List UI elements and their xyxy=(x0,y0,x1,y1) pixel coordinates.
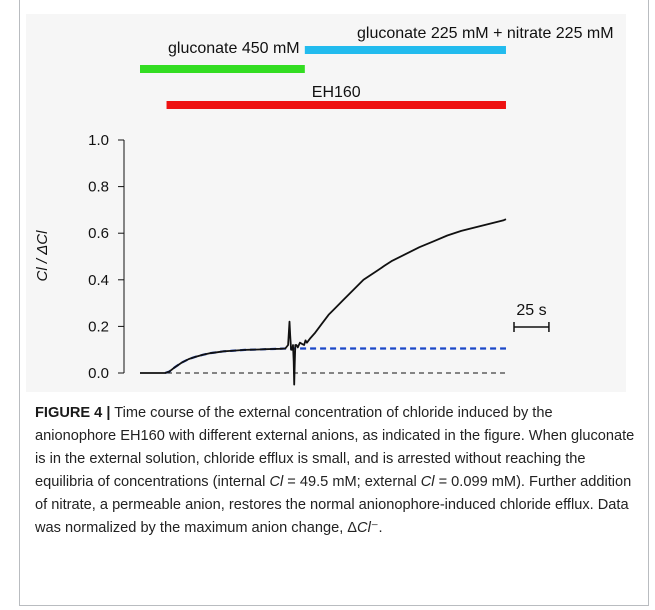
treatment-label: EH160 xyxy=(312,84,361,101)
series-group xyxy=(140,218,507,386)
y-axis: 0.0 0.2 0.4 0.6 0.8 1.0 xyxy=(88,132,125,382)
y-axis-label: Cl / ΔCl xyxy=(34,230,51,282)
y-tick-label: 1.0 xyxy=(88,132,109,149)
caption-segment: Cl xyxy=(357,520,371,536)
treatment-label: gluconate 225 mM + nitrate 225 mM xyxy=(357,25,614,42)
y-tick-label: 0.0 xyxy=(88,365,109,382)
figure-caption: FIGURE 4 | Time course of the external c… xyxy=(35,402,635,540)
figure-label: FIGURE 4 | xyxy=(35,405,111,421)
treatment-bar xyxy=(140,65,305,73)
y-tick-label: 0.8 xyxy=(88,179,109,196)
y-tick-label: 0.4 xyxy=(88,272,109,289)
caption-segment: = 0.099 mM). Further addition of nitrate… xyxy=(35,474,632,536)
treatment-label: gluconate 450 mM xyxy=(168,40,300,57)
caption-segment: Time course of the external concentratio… xyxy=(35,405,635,490)
scale-bar-label: 25 s xyxy=(516,302,546,319)
caption-segment: Cl xyxy=(269,474,284,490)
y-tick-label: 0.2 xyxy=(88,318,109,335)
chart-panel xyxy=(26,14,626,392)
chloride-trace-line xyxy=(140,218,507,386)
chart: gluconate 450 mM gluconate 225 mM + nitra… xyxy=(34,25,614,386)
time-scale-bar: 25 s xyxy=(513,302,550,332)
treatment-bar xyxy=(166,101,506,109)
caption-segment: ⁻. xyxy=(370,520,383,536)
caption-segment: Cl xyxy=(420,474,435,490)
treatment-bars: gluconate 450 mM gluconate 225 mM + nitra… xyxy=(140,25,614,109)
caption-text: Time course of the external concentratio… xyxy=(35,405,634,536)
treatment-bar xyxy=(304,46,506,54)
caption-segment: = 49.5 mM; external xyxy=(283,474,421,490)
y-tick-label: 0.6 xyxy=(88,225,109,242)
